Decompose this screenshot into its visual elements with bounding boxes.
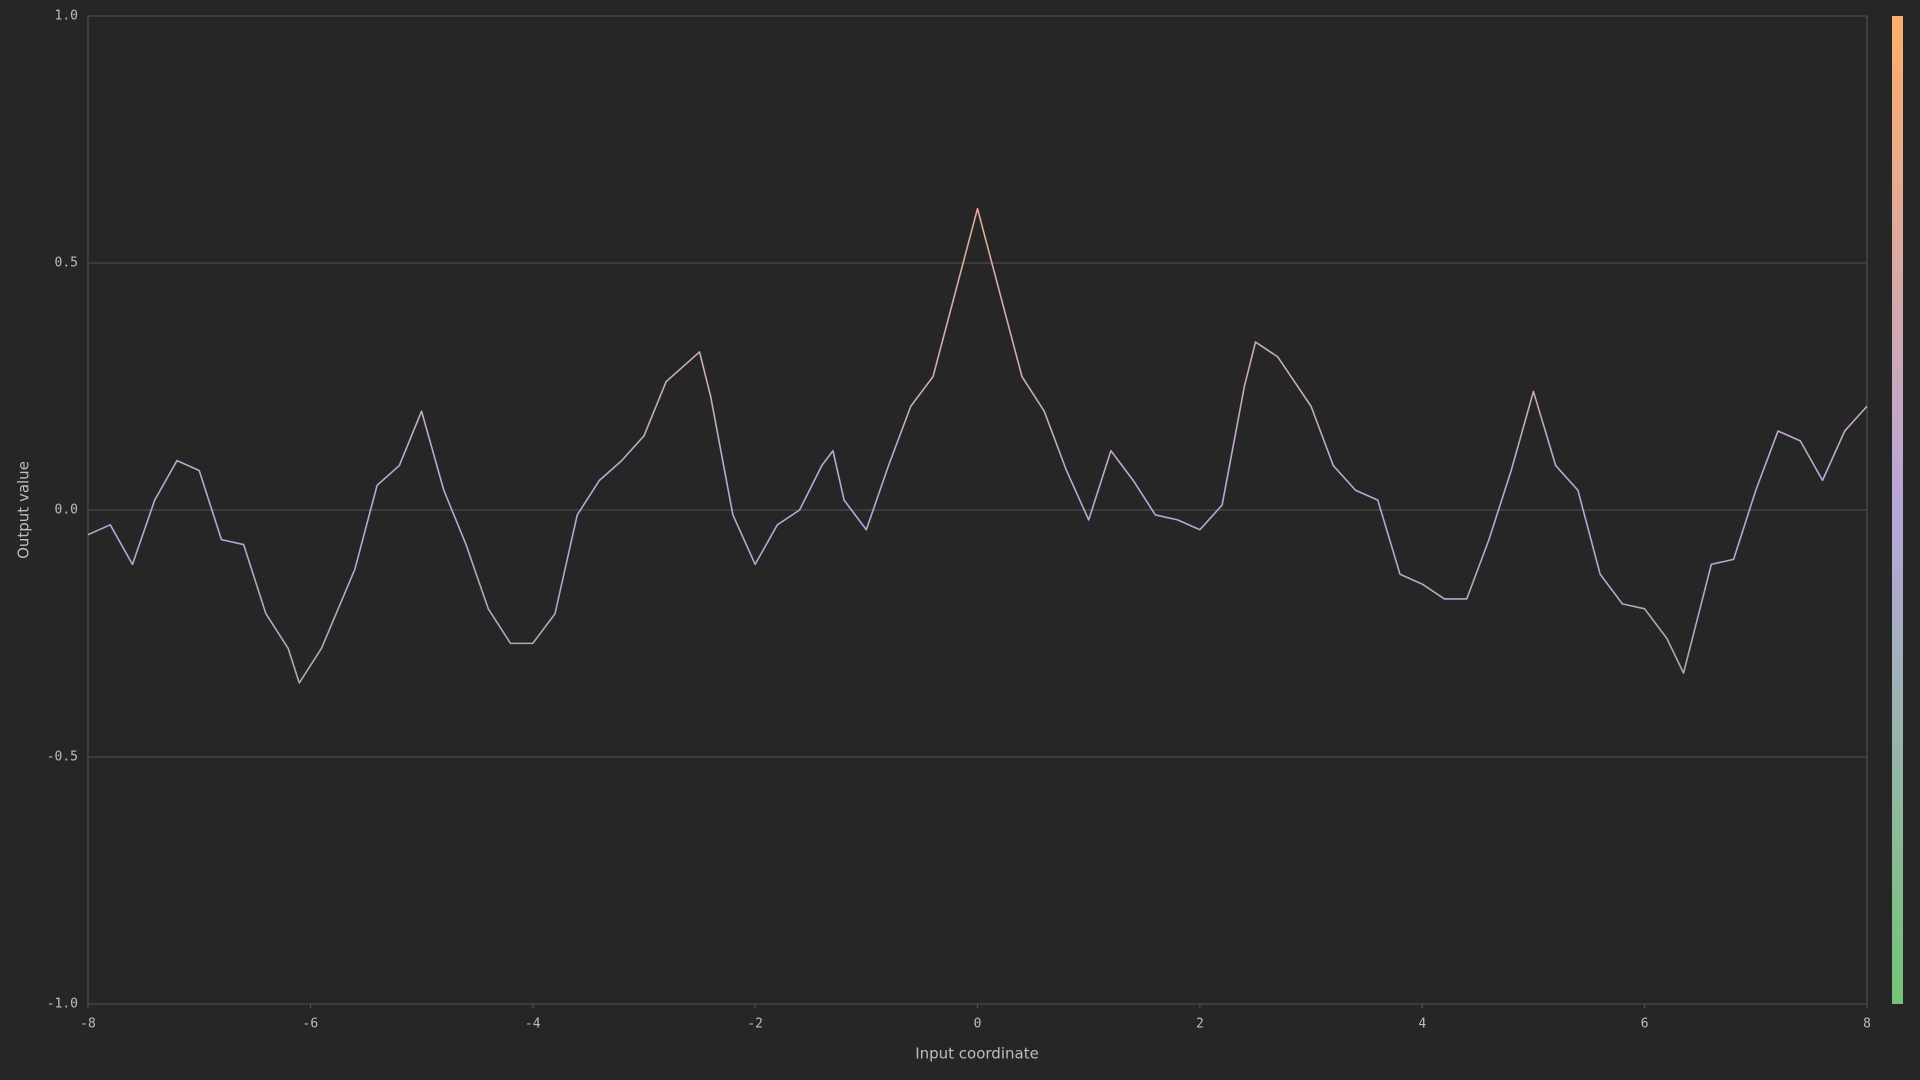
x-tick-label: 2: [1196, 1017, 1204, 1032]
y-tick-label: 1.0: [55, 9, 78, 24]
x-tick-label: 6: [1641, 1017, 1649, 1032]
y-axis-label: Output value: [15, 461, 33, 559]
y-tick-label: 0.0: [55, 503, 78, 518]
y-tick-label: -0.5: [47, 750, 78, 765]
x-axis-label: Input coordinate: [915, 1045, 1039, 1063]
x-tick-label: -4: [525, 1017, 541, 1032]
x-tick-label: -6: [303, 1017, 319, 1032]
data-line: [87, 207, 1868, 684]
x-tick-label: -2: [747, 1017, 763, 1032]
x-tick-label: 0: [974, 1017, 982, 1032]
x-tick-label: -8: [80, 1017, 96, 1032]
colorbar: [1892, 16, 1903, 1004]
x-tick-label: 8: [1863, 1017, 1871, 1032]
x-tick-label: 4: [1418, 1017, 1426, 1032]
y-tick-label: -1.0: [47, 997, 78, 1012]
y-tick-label: 0.5: [55, 256, 78, 271]
